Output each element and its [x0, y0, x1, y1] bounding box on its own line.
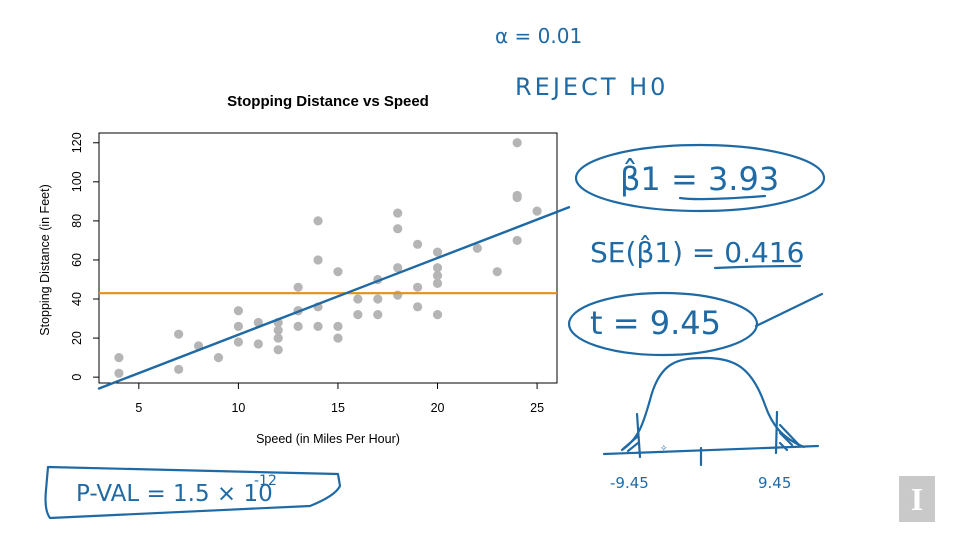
- data-point: [233, 337, 243, 347]
- data-point: [393, 224, 403, 234]
- beta-hat-underline: [678, 194, 767, 201]
- scatter-chart: Stopping Distance vs Speed 5 10 15 20 25 0 20…: [38, 93, 558, 446]
- data-point: [432, 270, 443, 281]
- data-point: [413, 239, 423, 249]
- data-point: [313, 216, 323, 226]
- data-point: [174, 329, 184, 339]
- se-underline: [713, 264, 802, 270]
- data-points: [114, 138, 542, 378]
- data-point: [273, 325, 283, 335]
- data-point: [114, 368, 124, 378]
- left-crit-label: -9.45: [610, 474, 649, 492]
- t-dist-curve: [620, 356, 806, 452]
- y-tick-label: 100: [70, 171, 84, 192]
- data-point: [114, 353, 124, 363]
- data-point: [432, 310, 443, 320]
- data-point: [313, 321, 323, 331]
- data-point: [492, 267, 502, 277]
- data-point: [393, 290, 403, 300]
- data-point: [512, 138, 522, 148]
- p-value-box: [44, 465, 342, 520]
- y-tick-label: 0: [70, 374, 84, 381]
- data-point: [273, 345, 283, 355]
- p-value-note: P-VAL = 1.5 × 10: [76, 481, 273, 507]
- y-tick-label: 60: [70, 253, 84, 267]
- cursor-icon: ✧: [660, 444, 668, 454]
- data-point: [333, 333, 343, 343]
- y-axis: 0 20 40 60 80 100 120: [70, 132, 99, 381]
- x-tick-label: 10: [231, 401, 245, 415]
- y-tick-label: 40: [70, 292, 84, 306]
- x-axis: 5 10 15 20 25: [135, 383, 544, 415]
- y-tick-label: 120: [70, 132, 84, 153]
- university-logo: I: [899, 476, 935, 522]
- logo-letter: I: [910, 481, 924, 517]
- se-note: SE(β̂1) = 0.416: [590, 233, 804, 269]
- x-tick-label: 15: [331, 401, 345, 415]
- data-point: [373, 294, 383, 304]
- check-mark: [754, 292, 824, 328]
- data-point: [174, 364, 184, 374]
- data-point: [512, 235, 522, 246]
- data-point: [253, 317, 263, 328]
- t-stat-note: t = 9.45: [590, 304, 721, 342]
- data-point: [293, 321, 303, 331]
- rejection-region-hatching: [621, 423, 802, 453]
- data-point: [413, 282, 423, 292]
- data-point: [253, 339, 263, 349]
- left-critical-line: [635, 412, 642, 459]
- y-tick-label: 80: [70, 214, 84, 228]
- data-point: [432, 278, 443, 288]
- data-point: [393, 263, 403, 273]
- t-stat-circle: [567, 291, 759, 357]
- data-point: [393, 208, 403, 218]
- handwritten-notes: α = 0.01 REJECT H0 β̂1 = 3.93 SE(β̂1) = …: [44, 24, 826, 520]
- y-tick-label: 20: [70, 331, 84, 345]
- x-tick-label: 25: [530, 401, 544, 415]
- plot-frame: [98, 132, 558, 384]
- right-crit-label: 9.45: [758, 474, 791, 492]
- data-point: [353, 310, 363, 320]
- data-point: [472, 243, 482, 253]
- chart-title: Stopping Distance vs Speed: [227, 93, 429, 110]
- x-tick-label: 5: [135, 401, 142, 415]
- beta-hat-note: β̂1 = 3.93: [620, 158, 779, 198]
- p-value-exponent: -12: [254, 473, 277, 489]
- data-point: [233, 321, 243, 331]
- data-point: [432, 247, 443, 257]
- x-axis-label: Speed (in Miles Per Hour): [256, 432, 400, 446]
- alpha-note: α = 0.01: [495, 24, 582, 48]
- data-point: [293, 282, 303, 292]
- data-point: [373, 310, 383, 320]
- beta-hat-circle: [574, 143, 826, 213]
- data-point: [233, 306, 243, 316]
- data-point: [512, 190, 522, 201]
- right-critical-line: [774, 410, 779, 455]
- data-point: [273, 333, 283, 343]
- data-point: [333, 267, 343, 277]
- data-point: [313, 255, 323, 265]
- data-point: [413, 302, 423, 312]
- y-axis-label: Stopping Distance (in Feet): [38, 184, 52, 335]
- data-point: [213, 353, 224, 363]
- data-point: [432, 263, 443, 273]
- data-point: [333, 321, 343, 331]
- regression-line: [97, 206, 571, 390]
- data-point: [532, 206, 542, 216]
- x-tick-label: 20: [431, 401, 445, 415]
- data-point: [353, 294, 363, 304]
- decision-note: REJECT H0: [515, 73, 668, 101]
